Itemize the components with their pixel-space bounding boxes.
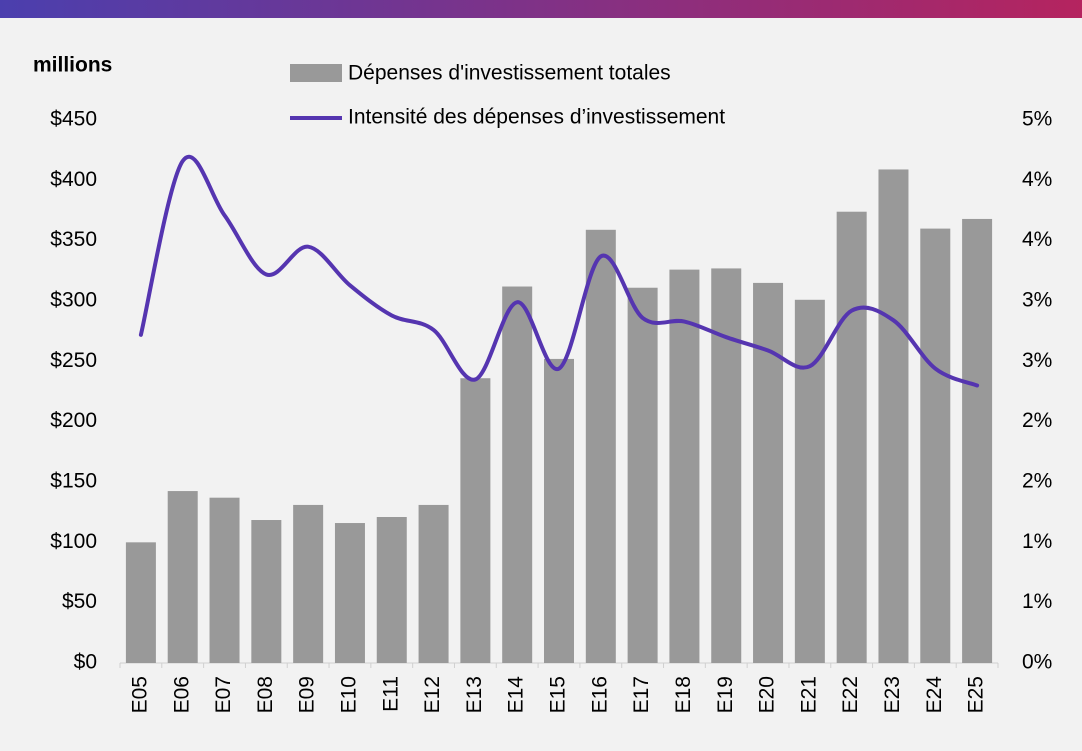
y2-tick-label: 1%	[1022, 530, 1052, 553]
bar	[753, 282, 784, 663]
line	[138, 154, 980, 388]
x-tick-label: E10	[337, 676, 360, 713]
x-tick-label: E14	[505, 676, 528, 714]
y2-tick-label: 4%	[1022, 168, 1052, 191]
x-tick-label: E17	[630, 676, 653, 713]
y2-tick-label: 4%	[1022, 228, 1052, 251]
legend-label: Intensité des dépenses d’investissement	[348, 106, 725, 129]
bar	[125, 542, 156, 663]
y2-tick-label: 1%	[1022, 590, 1052, 613]
y-tick-label: $450	[50, 108, 97, 131]
x-tick-label: E05	[128, 676, 151, 713]
x-tick-label: E21	[797, 676, 820, 713]
legend-swatch-bar	[290, 64, 342, 82]
bar	[836, 211, 867, 663]
y-tick-label: $400	[50, 168, 97, 191]
x-tick-label: E07	[212, 676, 235, 713]
y-tick-label: $300	[50, 289, 97, 312]
x-tick-label: E24	[923, 676, 946, 714]
y2-tick-label: 5%	[1022, 108, 1052, 131]
bar	[460, 378, 491, 663]
bar	[544, 358, 574, 663]
bar	[878, 169, 909, 663]
y-tick-label: $200	[50, 409, 97, 432]
x-tick-label: E16	[588, 676, 611, 713]
x-tick-label: E22	[839, 676, 862, 713]
x-tick-label: E11	[379, 676, 402, 712]
y-axis-label: millions	[33, 54, 112, 77]
x-tick-label: E23	[881, 676, 904, 713]
bar	[585, 229, 616, 663]
bar	[209, 497, 240, 663]
y-tick-label: $100	[50, 530, 97, 553]
y2-tick-label: 2%	[1022, 470, 1052, 493]
bar	[627, 287, 658, 663]
y-tick-label: $350	[50, 228, 97, 251]
x-tick-label: E19	[714, 676, 737, 713]
x-tick-label: E13	[463, 676, 486, 713]
y2-tick-label: 2%	[1022, 409, 1052, 432]
x-tick-label: E09	[296, 676, 319, 713]
bar	[962, 218, 993, 664]
y-tick-label: $150	[50, 470, 97, 493]
y-tick-label: $0	[74, 651, 97, 674]
y-tick-label: $50	[62, 590, 97, 613]
x-tick-label: E06	[170, 676, 193, 713]
x-tick-label: E15	[547, 676, 570, 713]
x-tick-label: E20	[756, 676, 779, 713]
bar	[794, 299, 825, 663]
bar	[167, 491, 198, 663]
y2-tick-label: 3%	[1022, 289, 1052, 312]
x-tick-label: E12	[421, 676, 444, 713]
bar	[502, 286, 533, 663]
header-band	[0, 0, 1082, 18]
bar	[293, 504, 324, 663]
bar	[251, 520, 282, 663]
bar	[418, 504, 449, 663]
bar	[669, 269, 700, 663]
bar	[376, 516, 407, 663]
x-tick-label: E25	[965, 676, 988, 713]
x-tick-label: E18	[672, 676, 695, 713]
y-tick-label: $250	[50, 349, 97, 372]
y2-tick-label: 0%	[1022, 651, 1052, 674]
bar	[334, 523, 365, 663]
y2-tick-label: 3%	[1022, 349, 1052, 372]
x-tick-label: E08	[254, 676, 277, 713]
legend-label: Dépenses d'investissement totales	[348, 62, 671, 85]
bar	[711, 268, 742, 663]
bar	[920, 228, 951, 663]
